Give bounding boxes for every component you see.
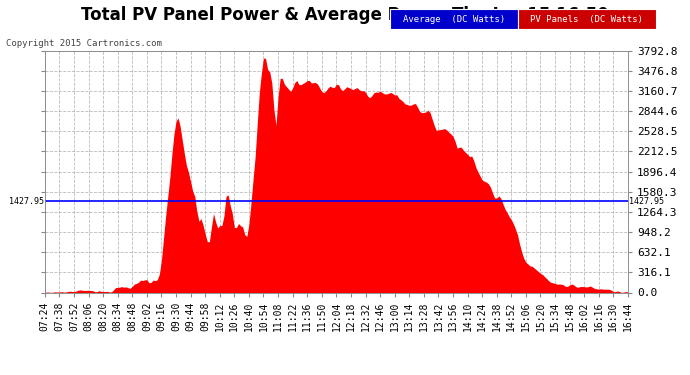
Text: Average  (DC Watts): Average (DC Watts) [402,15,505,24]
Text: 1427.95: 1427.95 [629,197,664,206]
Text: Copyright 2015 Cartronics.com: Copyright 2015 Cartronics.com [6,39,161,48]
Text: 1427.95: 1427.95 [9,197,43,206]
Text: PV Panels  (DC Watts): PV Panels (DC Watts) [530,15,643,24]
Text: Total PV Panel Power & Average Power Thu Jan 15 16:50: Total PV Panel Power & Average Power Thu… [81,6,609,24]
